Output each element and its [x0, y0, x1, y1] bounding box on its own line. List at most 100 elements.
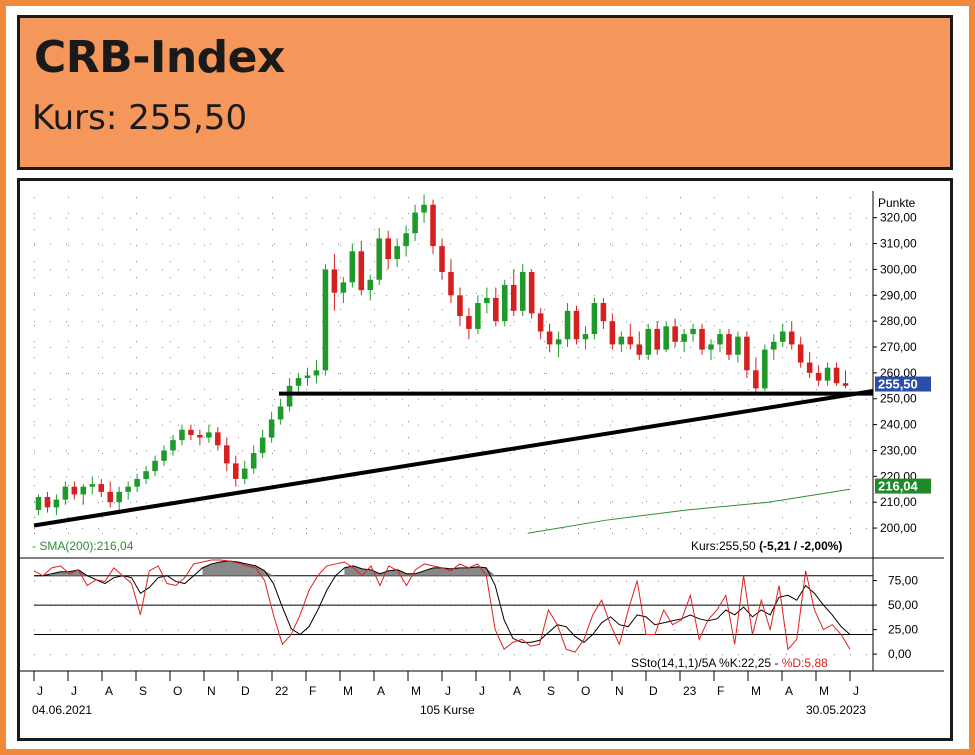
grid-dot — [34, 389, 35, 390]
grid-dot — [714, 421, 715, 422]
grid-dot — [136, 309, 137, 310]
grid-dot — [402, 528, 403, 530]
grid-dot — [66, 654, 67, 656]
grid-dot — [738, 476, 739, 478]
grid-dot — [680, 405, 681, 406]
grid-dot — [706, 243, 707, 245]
grid-dot — [498, 580, 499, 582]
grid-dot — [646, 309, 647, 310]
grid-dot — [834, 450, 835, 452]
grid-dot — [68, 389, 69, 390]
grid-dot — [714, 309, 715, 310]
grid-dot — [274, 450, 275, 452]
grid-dot — [674, 398, 675, 400]
grid-dot — [170, 213, 171, 214]
grid-dot — [612, 245, 613, 246]
grid-dot — [680, 437, 681, 438]
grid-dot — [50, 372, 51, 374]
grid-dot — [510, 437, 511, 438]
grid-dot — [578, 501, 579, 502]
grid-dot — [482, 450, 483, 452]
grid-dot — [114, 424, 115, 426]
grid-dot — [210, 243, 211, 245]
count-label: 105 Kurse — [420, 703, 475, 717]
grid-dot — [408, 277, 409, 278]
grid-dot — [386, 424, 387, 426]
grid-dot — [514, 217, 515, 219]
grid-dot — [114, 217, 115, 219]
grid-dot — [466, 269, 467, 271]
grid-dot — [754, 295, 755, 297]
grid-dot — [34, 469, 35, 470]
grid-dot — [322, 654, 323, 656]
grid-dot — [340, 517, 341, 518]
grid-dot — [544, 389, 545, 390]
grid-dot — [442, 485, 443, 486]
candle-body — [98, 484, 105, 492]
grid-dot — [578, 309, 579, 310]
grid-dot — [816, 325, 817, 326]
grid-dot — [562, 398, 563, 400]
grid-dot — [816, 357, 817, 358]
grid-dot — [866, 424, 867, 426]
grid-dot — [786, 629, 787, 631]
grid-dot — [498, 654, 499, 656]
grid-dot — [340, 533, 341, 534]
grid-dot — [544, 453, 545, 454]
grid-dot — [66, 243, 67, 245]
grid-dot — [258, 580, 259, 582]
grid-dot — [98, 347, 99, 349]
grid-dot — [178, 476, 179, 478]
grid-dot — [546, 269, 547, 271]
grid-dot — [194, 502, 195, 504]
time-tick-label: S — [139, 684, 147, 698]
header-panel: CRB-Index Kurs: 255,50 — [17, 15, 953, 170]
grid-dot — [50, 295, 51, 297]
grid-dot — [578, 654, 579, 656]
time-tick-label: M — [751, 684, 761, 698]
grid-dot — [626, 476, 627, 478]
grid-dot — [714, 501, 715, 502]
grid-dot — [136, 405, 137, 406]
candle-body — [618, 336, 625, 345]
grid-dot — [610, 243, 611, 245]
support-trendline — [33, 389, 874, 528]
grid-dot — [370, 217, 371, 219]
grid-dot — [102, 293, 103, 294]
grid-dot — [680, 229, 681, 230]
grid-dot — [418, 269, 419, 271]
grid-dot — [866, 476, 867, 478]
grid-dot — [178, 295, 179, 297]
time-axis: J J A S O N D 22 F M A M J J A S O N D 23 F M A M J — [33, 671, 859, 698]
grid-dot — [626, 580, 627, 582]
grid-dot — [754, 321, 755, 323]
grid-dot — [136, 517, 137, 518]
grid-dot — [402, 321, 403, 323]
grid-dot — [498, 629, 499, 631]
grid-dot — [130, 450, 131, 452]
grid-dot — [722, 528, 723, 530]
grid-dot — [238, 437, 239, 438]
grid-dot — [850, 389, 851, 390]
grid-dot — [658, 528, 659, 530]
candle-body — [358, 251, 365, 291]
grid-dot — [442, 437, 443, 438]
grid-dot — [238, 277, 239, 278]
candle-body — [708, 344, 714, 350]
grid-dot — [816, 277, 817, 278]
grid-dot — [482, 398, 483, 400]
grid-dot — [306, 502, 307, 504]
grid-dot — [578, 517, 579, 518]
grid-dot — [226, 528, 227, 530]
grid-dot — [510, 197, 511, 198]
grid-dot — [146, 372, 147, 374]
grid-dot — [98, 243, 99, 245]
grid-dot — [578, 373, 579, 374]
grid-dot — [102, 309, 103, 310]
grid-dot — [646, 293, 647, 294]
candle-body — [313, 370, 320, 376]
grid-dot — [642, 629, 643, 631]
grid-dot — [834, 424, 835, 426]
grid-dot — [646, 533, 647, 534]
grid-dot — [102, 421, 103, 422]
